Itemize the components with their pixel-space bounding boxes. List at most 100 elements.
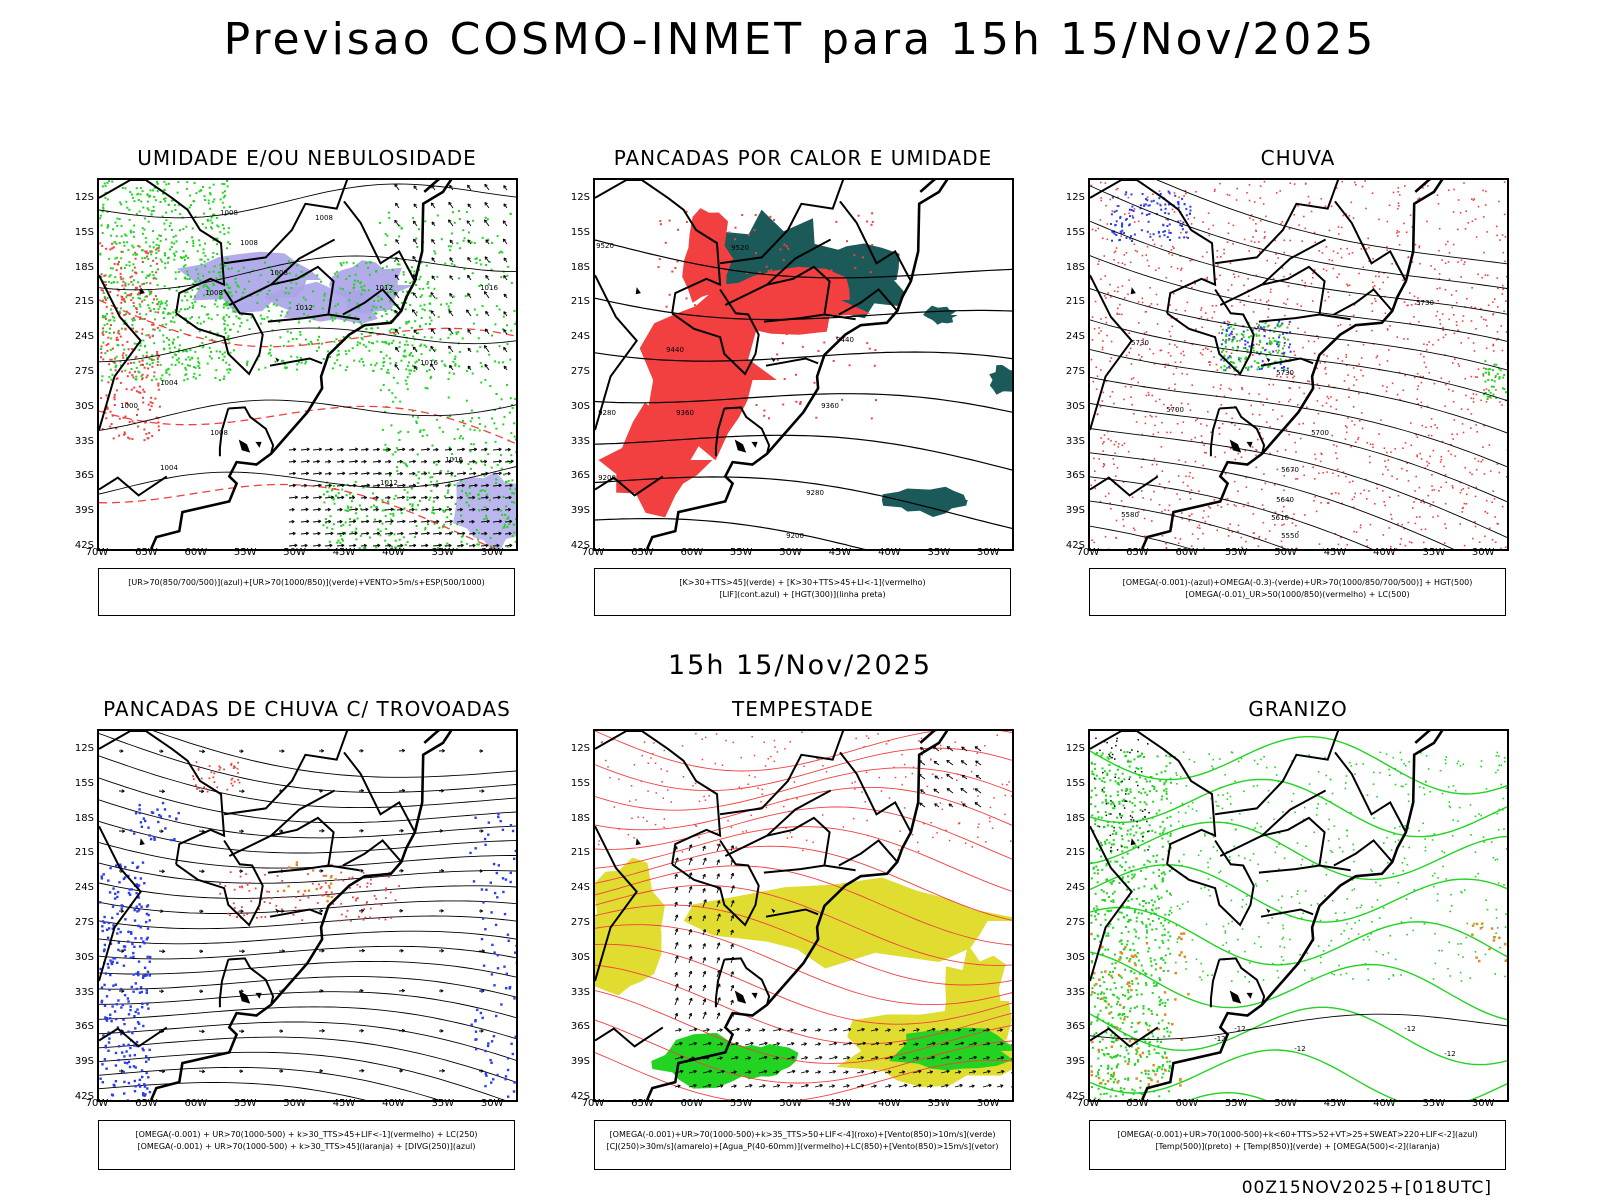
rain-cell (1123, 254, 1126, 256)
streamline-arrow (480, 829, 484, 833)
rain-cell (1293, 214, 1295, 216)
lat-tick-label: 18S (570, 261, 590, 273)
wind-vector (390, 507, 394, 512)
rain-cell (1098, 327, 1100, 329)
humidity-low-cell (387, 371, 390, 374)
humidity-low-cell (165, 304, 168, 307)
panel-title: PANCADAS DE CHUVA C/ TROVOADAS (103, 697, 511, 721)
humidity-low-cell (368, 341, 371, 344)
rain-cell (1181, 517, 1183, 520)
humidity-low-cell (404, 343, 407, 346)
rain-strong-cell (1486, 398, 1489, 401)
rain-cell (1144, 415, 1147, 418)
wind-vector (448, 201, 452, 206)
streamline-arrow (280, 1069, 284, 1073)
rain-cell (1243, 284, 1245, 287)
divergence-cell (102, 1034, 105, 1037)
thickness-cell (144, 421, 147, 424)
contour-label: 1004 (160, 379, 178, 387)
thickness-cell (119, 381, 122, 384)
rain-cell (1100, 278, 1102, 280)
divergence-cell (104, 972, 108, 975)
thickness-cell (146, 255, 149, 258)
rain-cell (1463, 544, 1466, 547)
thickness-cell (123, 314, 126, 316)
rain-cell (1169, 304, 1171, 306)
humidity-low-cell (510, 281, 513, 284)
wind-vector (480, 532, 488, 535)
humidity-low-cell (135, 212, 138, 215)
rain-upper-cell (1242, 330, 1245, 333)
rain-cell (1114, 452, 1116, 454)
humidity-low-cell (388, 534, 391, 537)
rain-upper-cell (1139, 207, 1142, 210)
wind-vector (353, 483, 357, 488)
rain-cell (1212, 386, 1215, 388)
divergence-cell (133, 945, 136, 948)
humidity-low-cell (216, 253, 219, 255)
humidity-low-cell (353, 283, 356, 286)
rain-cell (1254, 299, 1257, 301)
rain-cell (1170, 266, 1173, 268)
humidity-low-cell (163, 198, 165, 201)
thickness-cell (156, 262, 158, 265)
humidity-low-cell (114, 241, 117, 244)
divergence-cell (122, 1018, 125, 1021)
rain-cell (1402, 389, 1405, 392)
rain-cell (1111, 391, 1114, 393)
rain-cell (1258, 393, 1260, 395)
streamline-arrow (360, 788, 364, 793)
rain-cell (1092, 380, 1095, 383)
rain-strong-cell (1257, 366, 1260, 368)
humidity-low-cell (498, 308, 501, 311)
thickness-cell (130, 299, 133, 302)
rain-cell (1286, 376, 1289, 378)
wind-vector (425, 543, 429, 548)
humidity-low-cell (181, 362, 184, 365)
humidity-low-cell (109, 368, 112, 371)
rain-cell (1106, 334, 1108, 337)
humidity-low-cell (437, 483, 439, 486)
thickness-cell (135, 272, 138, 275)
humidity-low-cell (204, 199, 207, 201)
humidity-low-cell (133, 279, 135, 282)
humidity-low-cell (143, 257, 146, 259)
rain-cell (1433, 382, 1436, 385)
humidity-low-cell (374, 518, 376, 521)
wind-vector (456, 520, 464, 523)
wind-vector (306, 447, 310, 452)
wind-vector (300, 532, 309, 535)
humidity-low-cell (467, 231, 470, 234)
humidity-low-cell (391, 268, 394, 271)
thickness-cell (117, 329, 120, 332)
pressure-contour (99, 466, 516, 495)
wind-vector (312, 532, 321, 535)
rain-cell (1243, 238, 1246, 241)
humidity-low-cell (502, 526, 505, 529)
rain-cell (1093, 457, 1095, 460)
thickness-cell (158, 429, 160, 432)
rain-cell (1105, 316, 1107, 319)
humidity-low-cell (186, 181, 189, 184)
humidity-low-cell (111, 315, 114, 318)
wind-vector (365, 507, 369, 512)
humidity-low-cell (444, 365, 447, 367)
rain-cell (1500, 325, 1502, 327)
rain-cell (1220, 325, 1222, 328)
rain-cell (1450, 443, 1452, 446)
instability-cell (659, 220, 662, 223)
humidity-low-cell (435, 297, 438, 300)
rain-cell (1148, 305, 1151, 307)
humidity-low-cell (448, 351, 451, 354)
rain-cell (1352, 480, 1354, 483)
rain-cell (1197, 538, 1199, 540)
mid-title: 15h 15/Nov/2025 (667, 650, 932, 681)
humidity-low-cell (202, 248, 205, 251)
humidity-low-cell (493, 546, 496, 549)
instability-cell (677, 228, 680, 231)
humidity-low-cell (205, 284, 208, 287)
thickness-cell (107, 342, 110, 345)
humidity-low-cell (331, 528, 334, 530)
rain-cell (1419, 375, 1422, 378)
rain-strong-cell (1495, 396, 1498, 399)
